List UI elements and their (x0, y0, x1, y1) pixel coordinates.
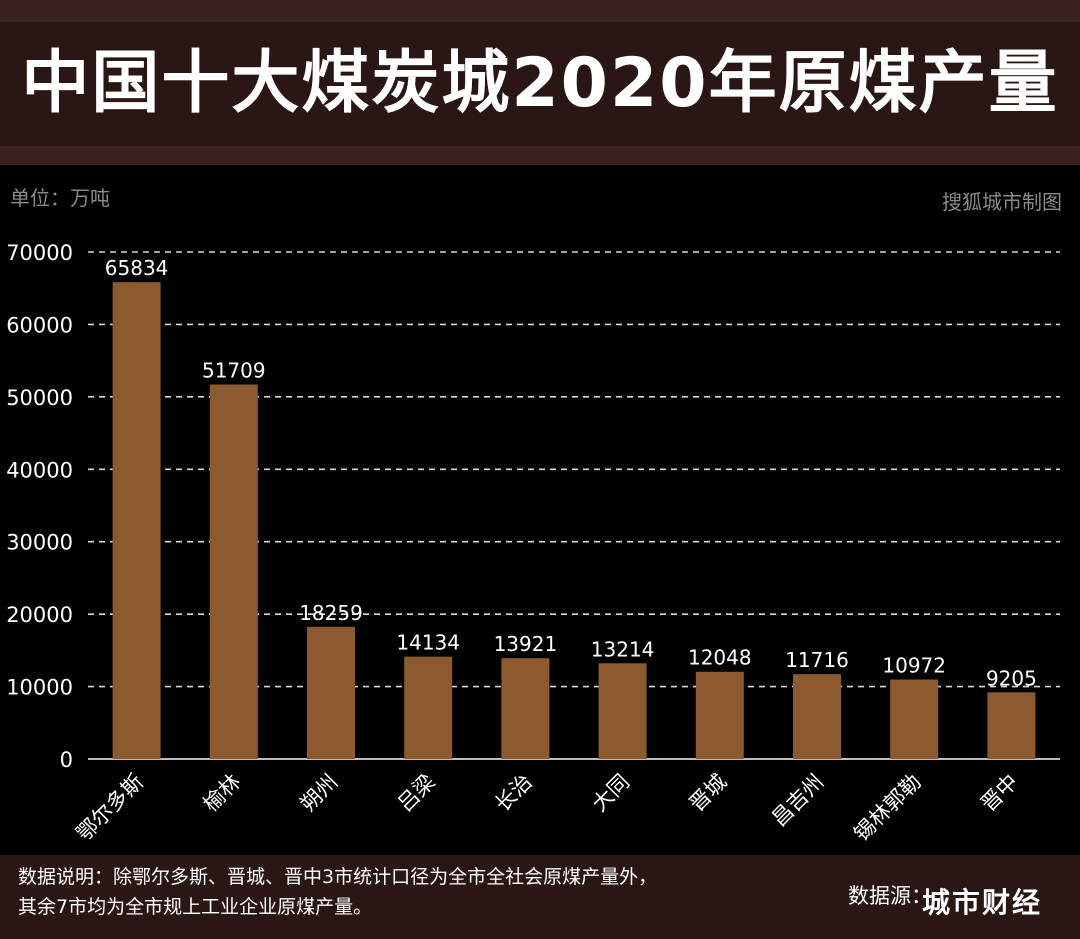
category-label: 昌吉州 (767, 770, 829, 832)
category-label: 鄂尔多斯 (72, 770, 148, 846)
data-label: 9205 (986, 666, 1037, 690)
y-tick-label: 0 (60, 748, 73, 772)
watermark-logo: 城市财经 (922, 886, 1043, 919)
y-tick-label: 10000 (6, 676, 73, 700)
footer-banner (0, 855, 1080, 939)
category-label: 吕梁 (393, 770, 440, 817)
bar (209, 384, 258, 759)
data-label: 14134 (396, 631, 460, 655)
bar (501, 658, 550, 759)
category-label: 晋城 (685, 770, 732, 817)
title-banner (0, 0, 1080, 165)
bar (890, 679, 939, 759)
unit-label: 单位：万吨 (10, 186, 110, 210)
y-tick-label: 20000 (6, 603, 73, 627)
bar (404, 656, 453, 759)
data-label: 65834 (105, 256, 169, 280)
y-tick-label: 60000 (6, 313, 73, 337)
bar-chart: 0 10000 20000 30000 40000 50000 60000 70000 6583… (6, 241, 1060, 846)
category-label: 晋中 (976, 770, 1023, 817)
category-label: 大同 (587, 770, 634, 817)
data-label: 10972 (882, 654, 946, 678)
chart-credit: 搜狐城市制图 (942, 190, 1062, 214)
y-tick-label: 40000 (6, 458, 73, 482)
data-label: 11716 (785, 648, 849, 672)
y-tick-label: 30000 (6, 531, 73, 555)
bar (793, 674, 841, 759)
bar (307, 626, 355, 759)
data-label: 13214 (591, 637, 655, 661)
data-label: 18259 (299, 601, 363, 625)
y-tick-label: 50000 (6, 386, 73, 410)
banner-stripe-top (0, 0, 1080, 22)
data-label: 51709 (202, 358, 266, 382)
data-label: 12048 (688, 646, 752, 670)
data-source: 数据源： (848, 884, 932, 908)
y-tick-label: 70000 (6, 241, 73, 265)
banner-stripe-bottom (0, 146, 1080, 165)
category-label: 锡林郭勒 (849, 770, 925, 846)
category-label: 朔州 (296, 770, 343, 817)
bar (987, 692, 1036, 759)
category-label: 长治 (490, 770, 537, 817)
data-note: 数据说明：除鄂尔多斯、晋城、晋中3市统计口径为全市全社会原煤产量外，其余7市均为… (18, 866, 658, 918)
bar (695, 671, 744, 759)
category-label: 榆林 (199, 770, 246, 817)
data-label: 13921 (494, 632, 558, 656)
bar (598, 663, 647, 759)
chart-title: 中国十大煤炭城2020年原煤产量 (21, 44, 1059, 123)
bar (112, 282, 161, 759)
